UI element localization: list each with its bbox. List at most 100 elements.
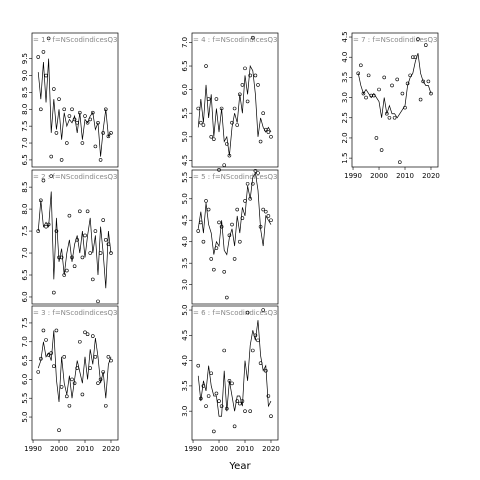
data-point	[96, 120, 100, 125]
data-point	[101, 131, 105, 135]
panel-title: = 2 : f=NScodindicesQ38	[33, 173, 122, 181]
data-point	[369, 93, 374, 98]
data-point	[44, 338, 48, 342]
data-point	[98, 377, 103, 382]
data-point	[209, 371, 214, 376]
data-point	[57, 428, 61, 433]
y-tick-label: 4.5	[181, 330, 189, 341]
fit-line	[197, 172, 272, 256]
data-point	[54, 229, 59, 233]
data-point	[109, 131, 113, 135]
data-point	[230, 381, 234, 386]
data-point	[101, 370, 105, 374]
data-point	[238, 92, 242, 97]
y-tick-label: 5.0	[181, 193, 189, 204]
x-tick-label: 2020	[102, 445, 120, 453]
data-point	[44, 224, 48, 229]
data-point	[250, 348, 255, 353]
y-tick-label: 1.5	[341, 153, 349, 164]
data-point	[230, 222, 234, 227]
data-point	[196, 363, 201, 368]
y-tick-label: 9.5	[21, 53, 29, 64]
data-point	[62, 273, 67, 277]
data-point	[196, 229, 201, 233]
data-point	[390, 83, 394, 88]
data-point	[253, 73, 258, 78]
data-point	[250, 181, 255, 186]
data-point	[109, 251, 113, 255]
data-point	[67, 403, 72, 408]
data-point	[263, 209, 268, 214]
data-point	[80, 255, 85, 260]
data-point	[256, 83, 260, 87]
data-point	[256, 338, 260, 343]
panel-frame	[351, 32, 439, 168]
data-point	[52, 290, 56, 295]
x-tick-label: 1990	[24, 445, 42, 453]
data-point	[201, 123, 206, 127]
data-point	[78, 339, 82, 344]
data-point	[106, 355, 111, 359]
data-point	[212, 137, 216, 141]
data-point	[98, 158, 103, 162]
data-point	[245, 99, 250, 104]
data-point	[88, 117, 92, 122]
data-point	[67, 114, 72, 118]
data-point	[225, 142, 229, 146]
data-point	[199, 120, 203, 125]
data-point	[46, 353, 51, 357]
panel-title: = 5 : f=NScodindicesQ38	[193, 173, 282, 181]
data-point	[261, 207, 265, 212]
fit-line	[37, 330, 112, 403]
data-point	[266, 130, 271, 134]
data-point	[258, 361, 263, 365]
data-point	[36, 229, 41, 233]
x-tick-label: 1990	[184, 445, 202, 453]
data-point	[395, 77, 400, 82]
data-point	[214, 391, 219, 396]
y-tick-label: 5.5	[181, 172, 189, 183]
data-point	[49, 154, 54, 159]
panel-title: = 1 : f=NScodindicesQ38	[33, 36, 122, 44]
y-tick-label: 7.5	[21, 317, 29, 328]
data-point	[103, 238, 108, 242]
data-point	[261, 111, 265, 116]
data-point	[429, 91, 433, 96]
data-point	[78, 209, 82, 214]
data-point	[80, 141, 85, 145]
data-point	[212, 429, 216, 434]
data-point	[426, 79, 431, 84]
y-tick-label: 4.5	[341, 31, 349, 42]
data-point	[65, 394, 69, 399]
data-point	[219, 224, 224, 229]
y-tick-label: 3.5	[341, 72, 349, 83]
data-point	[418, 97, 423, 102]
data-point	[240, 399, 245, 403]
data-point	[49, 174, 54, 178]
data-point	[57, 255, 61, 260]
data-point	[222, 163, 227, 167]
panel-frame	[31, 32, 119, 168]
x-tick-label: 2000	[370, 172, 388, 180]
data-point	[41, 50, 46, 54]
data-point	[240, 216, 245, 220]
data-point	[206, 207, 211, 212]
data-point	[67, 213, 72, 218]
y-tick-label: 8.0	[21, 104, 29, 115]
data-point	[101, 218, 105, 222]
data-point	[245, 310, 250, 315]
data-point	[109, 358, 113, 363]
x-tick-label: 2020	[422, 172, 440, 180]
data-point	[59, 385, 64, 389]
data-point	[201, 384, 206, 388]
data-point	[248, 73, 252, 78]
data-point	[364, 95, 368, 100]
data-point	[377, 87, 381, 92]
panel: = 5 : f=NScodindicesQ38 3.0 3.5 4.0 4.5 5.0 5.…	[181, 169, 282, 305]
data-point	[382, 75, 387, 80]
panel: = 1 : f=NScodindicesQ38 6.5 7.0 7.5 8.0 8.5 9.…	[21, 32, 122, 168]
data-point	[217, 220, 221, 225]
y-tick-label: 4.0	[181, 355, 189, 366]
data-point	[39, 107, 43, 112]
y-tick-label: 6.5	[21, 355, 29, 366]
